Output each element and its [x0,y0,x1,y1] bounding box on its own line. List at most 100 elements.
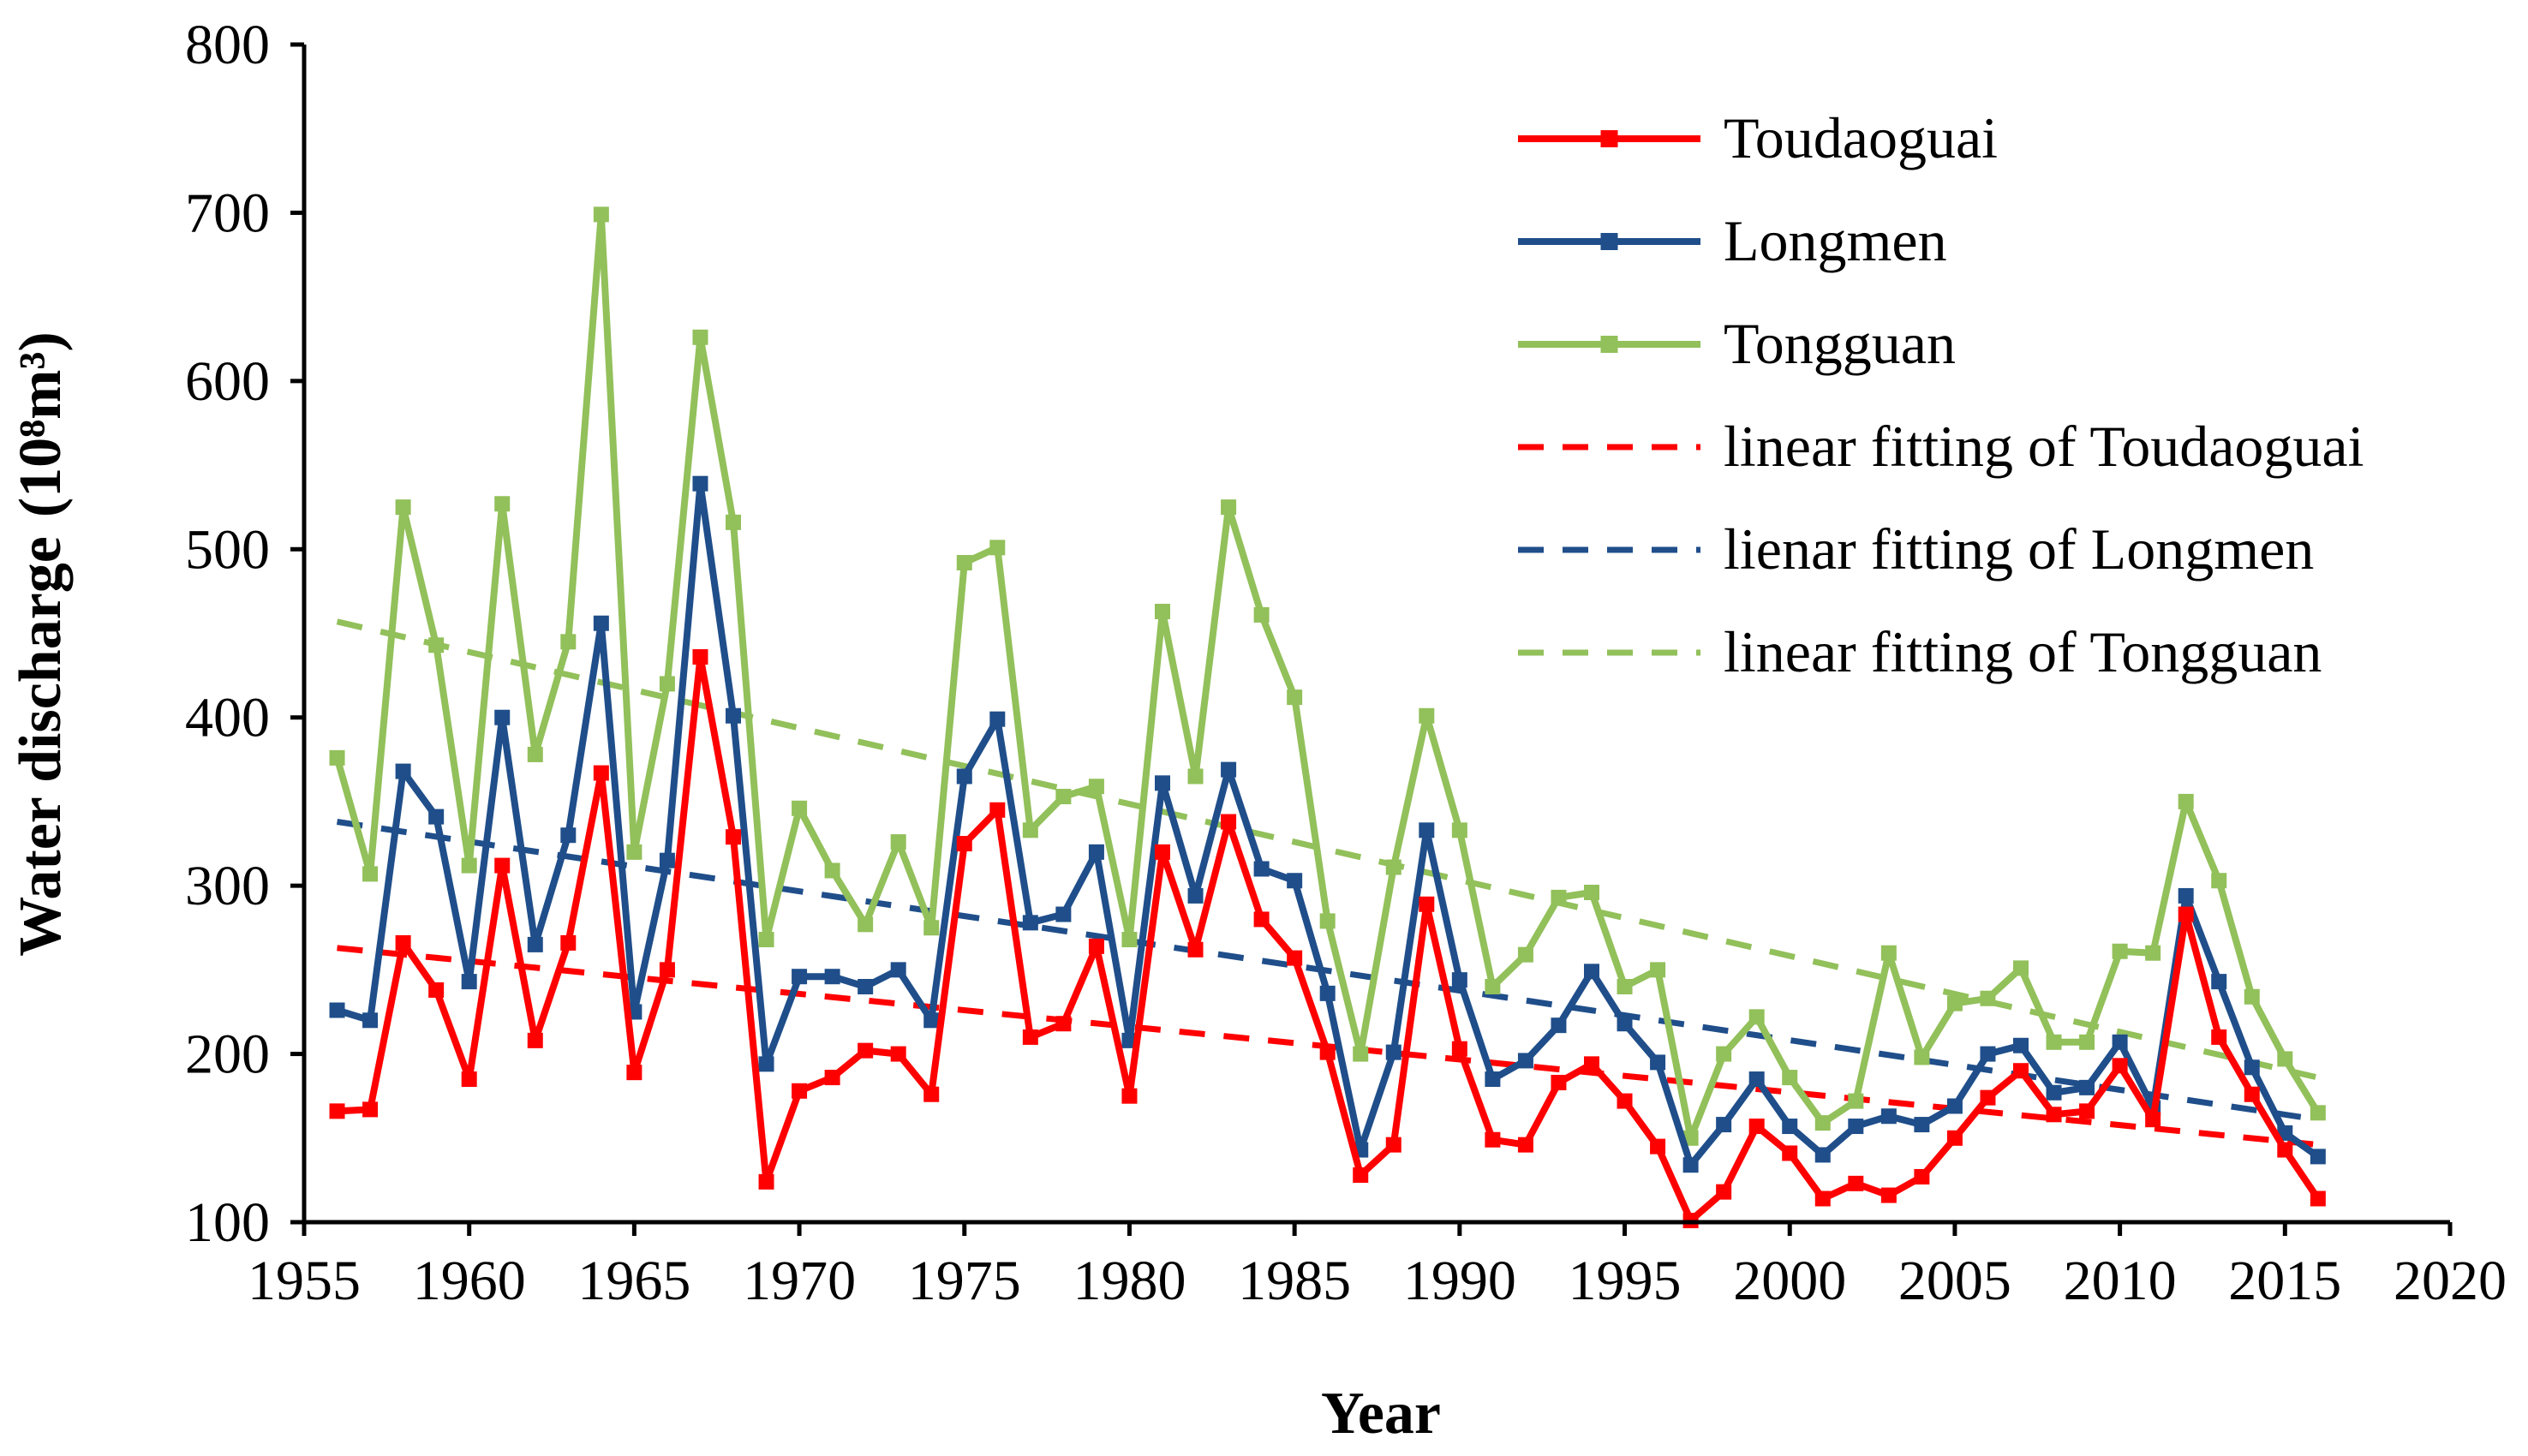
data-point-toudaoguai [2277,1142,2293,1158]
data-point-tongguan [1716,1046,1732,1062]
legend-label: lienar fitting of Longmen [1724,516,2314,582]
data-point-tongguan [1121,932,1138,947]
data-point-toudaoguai [2046,1107,2062,1123]
data-point-longmen [2079,1079,2095,1095]
data-point-toudaoguai [1319,1044,1336,1060]
data-point-toudaoguai [1584,1056,1599,1072]
data-point-longmen [758,1056,774,1072]
data-point-longmen [1485,1071,1501,1088]
y-tick-label: 100 [185,1191,270,1254]
data-point-longmen [1253,861,1270,877]
data-point-longmen [395,763,411,779]
data-point-toudaoguai [1551,1074,1567,1090]
data-point-tongguan [626,844,642,860]
data-point-tongguan [362,866,379,882]
data-point-tongguan [2046,1034,2062,1050]
data-point-tongguan [923,920,940,936]
y-axis-title-unit: (10⁸m³) [8,331,74,517]
data-point-longmen [2178,887,2194,904]
x-tick-label: 1980 [1073,1250,1186,1312]
data-point-toudaoguai [858,1042,874,1059]
data-point-toudaoguai [1022,1029,1038,1045]
data-point-toudaoguai [362,1101,379,1118]
data-point-toudaoguai [626,1065,642,1081]
data-point-tongguan [1617,979,1633,994]
data-point-tongguan [1022,822,1038,838]
data-point-tongguan [1485,979,1501,994]
data-point-tongguan [1946,995,1963,1011]
data-point-longmen [593,615,609,631]
data-point-longmen [1617,1016,1633,1032]
data-point-tongguan [692,329,708,345]
data-point-longmen [1980,1046,1996,1062]
legend-item-longmen: Longmen [1518,208,1947,273]
data-point-longmen [1650,1054,1666,1071]
x-tick-label: 1985 [1238,1250,1351,1312]
data-point-tongguan [1782,1070,1798,1086]
data-point-longmen [692,475,708,492]
data-point-tongguan [2145,945,2161,961]
series-tongguan [329,206,2326,1146]
y-tick-label: 300 [185,855,270,917]
data-point-tongguan [461,857,477,874]
data-point-toudaoguai [1287,950,1303,966]
data-point-toudaoguai [1517,1137,1533,1153]
plot-area [329,206,2326,1229]
svg-text:Water discharge(10⁸m³): Water discharge (10⁸m³) [8,331,74,957]
data-point-toudaoguai [1253,911,1270,928]
data-point-toudaoguai [659,962,675,978]
data-point-longmen [956,768,972,785]
data-point-longmen [1319,985,1336,1001]
data-point-toudaoguai [1716,1184,1732,1200]
data-point-tongguan [1880,945,1897,961]
data-point-toudaoguai [1419,896,1435,912]
legend-label: Toudaoguai [1724,105,1998,170]
x-tick-label: 1990 [1403,1250,1516,1312]
data-point-toudaoguai [1650,1138,1666,1155]
data-point-longmen [1187,887,1204,904]
data-point-tongguan [2211,873,2227,889]
data-point-tongguan [1055,789,1072,805]
data-point-longmen [362,1012,379,1029]
x-tick-label: 1970 [743,1250,856,1312]
data-point-longmen [1287,873,1303,889]
data-point-longmen [1551,1017,1567,1034]
data-point-tongguan [2013,960,2029,976]
data-point-longmen [1848,1119,1864,1135]
data-point-toudaoguai [1353,1167,1369,1183]
data-point-longmen [2211,974,2227,990]
data-point-toudaoguai [2112,1058,2128,1074]
data-point-tongguan [2112,943,2128,959]
data-point-longmen [1221,761,1237,778]
data-point-toudaoguai [2145,1112,2161,1128]
data-point-longmen [792,969,808,985]
legend-item-linear-fitting-of-toudaoguai: linear fitting of Toudaoguai [1518,414,2364,479]
data-point-tongguan [2310,1105,2326,1121]
data-point-longmen [1748,1071,1765,1088]
y-axis-title: Water discharge (10⁸m³) [8,331,74,957]
data-point-tongguan [1287,689,1303,706]
x-tick-label: 1960 [413,1250,526,1312]
x-tick-label: 1965 [577,1250,690,1312]
data-point-tongguan [824,862,840,879]
data-point-toudaoguai [527,1032,543,1048]
data-point-longmen [923,1012,940,1029]
data-point-tongguan [1814,1115,1831,1131]
data-point-longmen [1782,1119,1798,1135]
x-tick-label: 1955 [248,1250,361,1312]
x-tick-label: 2010 [2064,1250,2177,1312]
series-line-toudaoguai [337,653,2322,1224]
x-axis-title: Year [1321,1381,1441,1447]
data-point-longmen [1716,1117,1732,1133]
data-point-toudaoguai [792,1083,808,1099]
data-point-tongguan [1353,1046,1369,1062]
legend: Toudaoguai Longmen Tongguan linear fitting … [1518,105,2364,684]
data-point-toudaoguai [2310,1190,2326,1207]
data-point-toudaoguai [1121,1088,1138,1104]
data-point-tongguan [1980,990,1996,1006]
data-point-toudaoguai [1221,814,1237,830]
series-toudaoguai [329,649,2326,1229]
x-tick-label: 2015 [2228,1250,2341,1312]
data-point-longmen [527,936,543,952]
y-tick-label: 700 [185,182,270,244]
